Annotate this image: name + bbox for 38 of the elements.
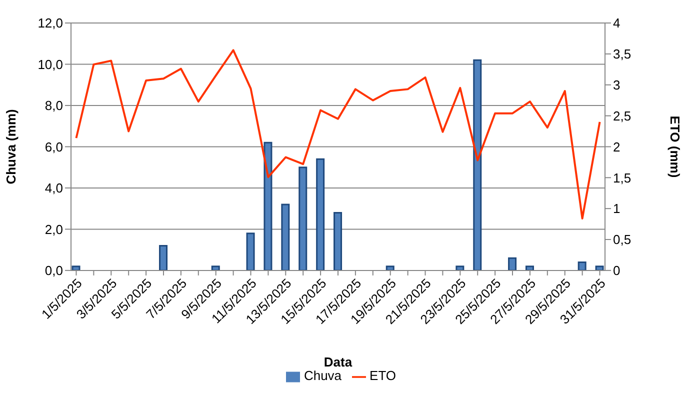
y2-tick-label: 0,5 xyxy=(613,232,632,248)
y-tick-label: 2,0 xyxy=(44,222,63,237)
bar xyxy=(159,244,168,270)
bar xyxy=(264,142,272,270)
y2-tick-label: 1,5 xyxy=(613,170,632,186)
y-axis-title: Chuva (mm) xyxy=(4,109,19,184)
bar xyxy=(386,266,394,270)
line-series xyxy=(75,49,601,220)
y2-tick-label: 3 xyxy=(613,77,620,92)
bar xyxy=(316,158,325,270)
y2-axis-title: ETO (mm) xyxy=(667,116,682,178)
y-tick-label: 8,0 xyxy=(44,98,63,114)
y-tick-label: 0,0 xyxy=(44,263,63,278)
y-tick-label: 12,0 xyxy=(38,16,63,31)
y2-tick-label: 4 xyxy=(613,16,620,31)
x-axis-title: Data xyxy=(324,354,353,370)
y-tick-label: 6,0 xyxy=(44,139,63,154)
y2-tick-label: 2 xyxy=(613,139,620,154)
legend-label: Chuva xyxy=(304,368,342,384)
legend-label: ETO xyxy=(370,368,396,384)
bar xyxy=(334,212,342,270)
y2-tick-label: 0 xyxy=(613,263,620,278)
bar xyxy=(211,266,220,270)
bar xyxy=(595,266,604,270)
bar xyxy=(578,261,586,270)
bar xyxy=(298,166,308,270)
bar xyxy=(456,266,464,270)
y2-tick-label: 2,5 xyxy=(613,108,632,124)
bar xyxy=(72,266,80,270)
y-tick-label: 4,0 xyxy=(44,180,63,196)
y-tick-label: 10,0 xyxy=(38,56,63,72)
y2-tick-label: 3,5 xyxy=(613,46,632,62)
bar xyxy=(246,232,255,270)
bar xyxy=(281,204,290,270)
y2-tick-label: 1 xyxy=(613,201,620,216)
bar xyxy=(525,266,534,270)
bar xyxy=(473,59,482,270)
bar xyxy=(508,257,517,270)
